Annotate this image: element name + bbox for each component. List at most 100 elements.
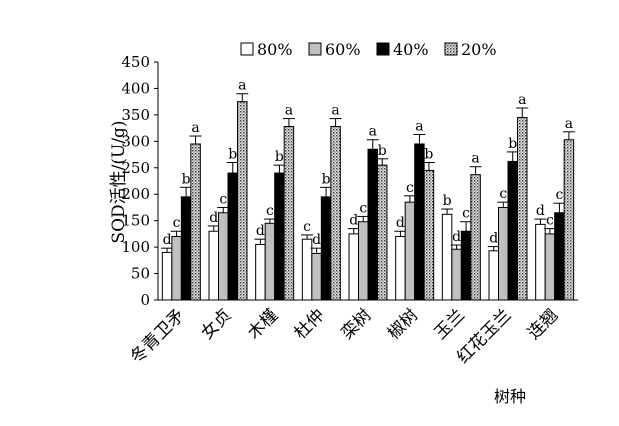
bar bbox=[320, 196, 332, 301]
significance-label: a bbox=[565, 116, 573, 132]
bar bbox=[404, 201, 416, 301]
legend-label: 80% bbox=[257, 40, 293, 59]
bar bbox=[330, 126, 341, 301]
x-axis-label: 树种 bbox=[494, 387, 526, 406]
bar bbox=[255, 243, 266, 301]
significance-label: d bbox=[163, 232, 172, 248]
bar bbox=[517, 117, 528, 301]
bar bbox=[227, 172, 238, 301]
axes: 0 50 100 150 200 250 300 350 400 450 bbox=[121, 53, 578, 309]
bar bbox=[423, 169, 435, 301]
significance-label: d bbox=[209, 210, 218, 226]
category-label: 椒树 bbox=[384, 305, 422, 343]
bar bbox=[535, 223, 546, 301]
bar bbox=[460, 230, 472, 301]
bar bbox=[274, 172, 285, 301]
bar bbox=[414, 143, 425, 301]
bar bbox=[264, 222, 276, 301]
significance-label: c bbox=[462, 206, 470, 222]
y-tick-label: 200 bbox=[121, 185, 150, 203]
bar bbox=[180, 196, 192, 301]
legend: 80% 60% 40% 20% bbox=[240, 40, 497, 59]
legend-swatch bbox=[240, 42, 254, 56]
y-tick-label: 100 bbox=[121, 238, 150, 256]
category-label: 栾树 bbox=[337, 305, 375, 343]
category-label: 木槿 bbox=[244, 305, 282, 343]
category-label: 女贞 bbox=[197, 305, 235, 343]
significance-label: b bbox=[182, 171, 191, 187]
bar bbox=[301, 238, 313, 301]
significance-label: d bbox=[312, 232, 321, 248]
significance-label: a bbox=[331, 103, 339, 119]
bar bbox=[348, 233, 359, 301]
bar bbox=[498, 206, 509, 301]
significance-label: a bbox=[191, 120, 199, 136]
y-tick-label: 450 bbox=[121, 53, 150, 71]
y-tick-label: 50 bbox=[131, 265, 150, 283]
category-label: 冬青卫矛 bbox=[127, 305, 189, 367]
significance-label: a bbox=[369, 124, 377, 140]
legend-swatch bbox=[376, 42, 390, 56]
legend-swatch bbox=[308, 42, 322, 56]
y-tick-label: 300 bbox=[121, 132, 150, 150]
bar bbox=[311, 252, 322, 301]
category-label: 玉兰 bbox=[431, 305, 469, 343]
bar bbox=[367, 148, 378, 301]
significance-label: b bbox=[443, 193, 452, 209]
category-label: 杜仲 bbox=[291, 305, 329, 343]
significance-label: d bbox=[489, 231, 498, 247]
significance-label: c bbox=[546, 213, 554, 229]
bar bbox=[190, 143, 201, 301]
significance-label: b bbox=[508, 136, 517, 152]
bar bbox=[377, 164, 388, 301]
bar bbox=[395, 236, 406, 301]
bar bbox=[161, 251, 173, 301]
significance-label: b bbox=[275, 149, 284, 165]
significance-label: c bbox=[303, 219, 311, 235]
bar bbox=[283, 126, 295, 301]
bar bbox=[358, 221, 369, 301]
y-tick-label: 250 bbox=[121, 159, 150, 177]
bar bbox=[554, 212, 565, 301]
legend-label: 60% bbox=[325, 40, 361, 59]
significance-label: c bbox=[173, 215, 181, 231]
legend-label: 40% bbox=[393, 40, 429, 59]
bar bbox=[441, 213, 453, 301]
y-tick-label: 0 bbox=[140, 291, 150, 309]
legend-swatch bbox=[444, 42, 458, 56]
bar bbox=[563, 139, 575, 301]
bar bbox=[218, 212, 229, 301]
significance-label: a bbox=[518, 92, 526, 108]
y-tick-label: 150 bbox=[121, 212, 150, 230]
significance-label: a bbox=[285, 103, 293, 119]
significance-label: b bbox=[378, 143, 387, 159]
bar bbox=[208, 230, 219, 301]
significance-label: a bbox=[238, 78, 246, 94]
category-label: 连翘 bbox=[524, 305, 562, 343]
significance-label: c bbox=[499, 186, 507, 202]
significance-label: d bbox=[452, 229, 461, 245]
significance-label: a bbox=[415, 118, 423, 134]
significance-label: b bbox=[228, 146, 237, 162]
bar bbox=[544, 233, 556, 301]
significance-label: c bbox=[406, 180, 414, 196]
significance-label: d bbox=[256, 223, 265, 239]
significance-label: c bbox=[266, 203, 274, 219]
significance-label: b bbox=[424, 146, 433, 162]
significance-label: d bbox=[536, 203, 545, 219]
bar bbox=[451, 248, 462, 301]
significance-label: a bbox=[471, 151, 479, 167]
significance-label: b bbox=[322, 171, 331, 187]
significance-label: d bbox=[396, 215, 405, 231]
significance-label: d bbox=[349, 213, 358, 229]
bar bbox=[507, 160, 518, 301]
y-tick-label: 350 bbox=[121, 106, 150, 124]
significance-label: c bbox=[359, 200, 367, 216]
bar bbox=[470, 174, 481, 301]
significance-label: c bbox=[219, 191, 227, 207]
significance-label: c bbox=[555, 187, 563, 203]
bar bbox=[171, 236, 182, 301]
y-axis-label: SOD活性/(U/g) bbox=[109, 120, 129, 243]
bar bbox=[488, 250, 499, 301]
